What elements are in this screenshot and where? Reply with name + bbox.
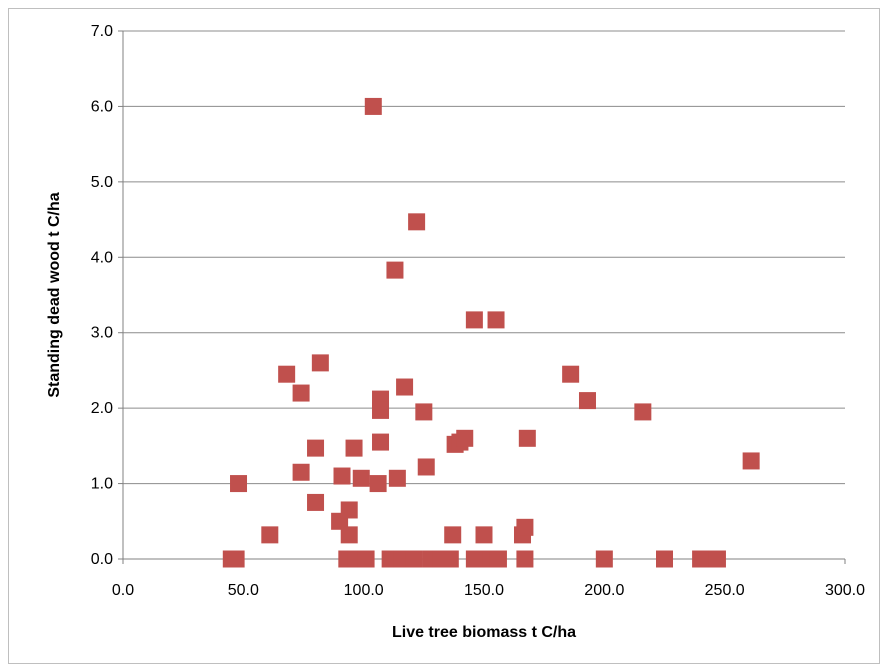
data-point [307,439,325,457]
data-point [456,429,474,447]
y-tick-label: 1.0 [91,476,113,493]
data-point [475,526,493,544]
data-point [340,526,358,544]
y-tick-labels: 0.0 1.0 2.0 3.0 4.0 5.0 6.0 7.0 [91,23,123,568]
x-tick-label: 150.0 [464,582,504,599]
data-point [278,365,296,383]
data-point [230,475,248,493]
data-point [518,429,536,447]
y-tick-label: 5.0 [91,174,113,191]
x-tick-label: 300.0 [825,582,865,599]
data-point [656,550,673,568]
y-tick-label: 0.0 [91,551,113,568]
data-point [516,518,534,536]
data-points [222,97,760,568]
data-point [369,475,387,493]
data-point [386,261,404,279]
data-point [388,469,406,487]
data-point [345,439,363,457]
x-tick-label: 100.0 [344,582,384,599]
data-point [307,493,325,511]
data-point [742,452,760,470]
data-point [444,526,462,544]
data-point [441,550,459,568]
data-point [261,526,279,544]
data-point [292,384,310,402]
data-point [396,378,414,396]
data-point [516,550,534,568]
x-axis-title: Live tree biomass t C/ha [392,624,576,641]
data-point [408,213,426,231]
data-point [227,550,245,568]
data-point [595,550,613,568]
data-point [465,311,483,329]
data-point [372,433,390,451]
x-tick-label: 50.0 [228,582,259,599]
x-tick-label: 0.0 [112,582,134,599]
data-point [357,550,375,568]
x-tick-labels: 0.0 50.0 100.0 150.0 200.0 250.0 300.0 [112,559,865,599]
data-point [340,501,358,519]
y-tick-label: 6.0 [91,98,113,115]
data-point [292,463,310,481]
x-tick-label: 200.0 [584,582,624,599]
data-point [311,354,329,372]
data-point [634,403,652,421]
data-point [415,403,433,421]
data-point [708,550,726,568]
data-point [562,365,580,383]
gridlines [123,30,845,485]
data-point [364,97,382,115]
y-axis-title: Standing dead wood t C/ha [46,192,63,397]
data-point [489,550,507,568]
y-tick-label: 4.0 [91,249,113,266]
y-tick-label: 7.0 [91,23,113,40]
y-tick-label: 3.0 [91,325,113,342]
y-tick-label: 2.0 [91,400,113,417]
x-tick-label: 250.0 [705,582,745,599]
data-point [333,467,351,485]
data-point [417,458,435,476]
data-point [487,311,505,329]
data-point [352,469,370,487]
data-point [578,392,596,410]
data-point [405,550,423,568]
data-point [372,401,390,419]
